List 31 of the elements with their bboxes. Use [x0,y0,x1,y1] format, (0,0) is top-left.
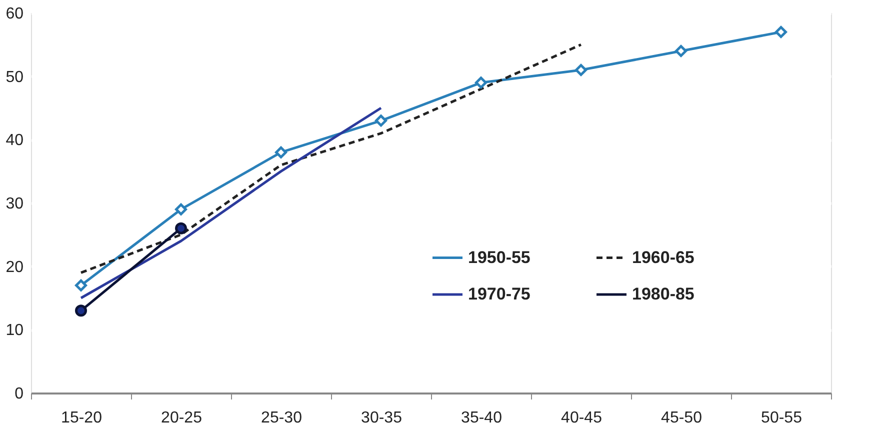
x-tick-label: 25-30 [261,410,302,426]
x-tick-label: 20-25 [161,410,202,426]
point [275,146,287,158]
y-tick-label: 20 [6,258,24,276]
x-tick-label: 45-50 [661,410,702,426]
y-tick-label: 10 [6,322,24,340]
point [575,64,587,76]
point [75,279,87,292]
legend-label: 1960-65 [632,248,694,267]
point [175,222,187,234]
x-tick-label: 30-35 [361,410,402,426]
point [375,114,387,127]
line-series [80,106,382,300]
legend-label: 1980-85 [632,284,694,304]
y-tick-label: 50 [6,68,24,86]
y-tick-label: 40 [6,132,24,150]
point [75,304,87,317]
y-tick-label: 60 [6,6,24,22]
x-tick-label: 40-45 [561,410,602,426]
point [175,203,187,216]
x-tick-label: 35-40 [461,410,502,426]
point [675,45,687,57]
x-tick-label: 50-55 [761,410,802,426]
y-tick-label: 30 [6,196,24,212]
line-series [80,43,582,274]
legend-label: 1970-75 [468,284,530,304]
y-tick-label: 0 [14,386,24,402]
point [775,26,787,38]
legend-label: 1950-55 [468,248,530,267]
x-tick-label: 15-20 [61,410,102,426]
point [475,76,487,89]
